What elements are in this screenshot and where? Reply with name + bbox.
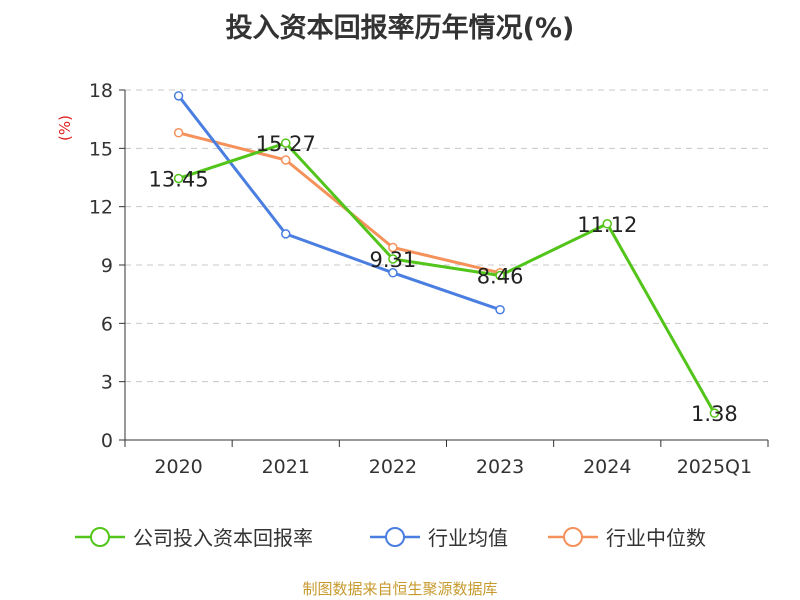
x-tick-label: 2020 — [154, 456, 202, 478]
y-tick-label: 18 — [89, 80, 113, 102]
y-tick-label: 3 — [101, 372, 113, 394]
x-tick-label: 2023 — [476, 456, 524, 478]
y-tick-label: 9 — [101, 255, 113, 277]
series-line-1 — [177, 94, 501, 312]
y-axis-label: (%) — [56, 115, 74, 141]
chart-title: 投入资本回报率历年情况(%) — [225, 13, 575, 44]
data-point — [709, 408, 720, 418]
data-point — [388, 254, 398, 264]
legend-marker — [385, 527, 405, 547]
series-line-2 — [178, 131, 501, 275]
x-tick-label: 2025Q1 — [677, 456, 752, 478]
data-point — [173, 173, 184, 184]
series-group — [173, 91, 720, 418]
legend-label: 行业均值 — [428, 526, 508, 550]
data-point — [495, 304, 505, 315]
y-tick-label: 0 — [101, 430, 113, 452]
data-point — [281, 138, 291, 148]
data-point — [388, 268, 398, 278]
y-tick-label: 6 — [101, 313, 113, 335]
data-point — [281, 155, 291, 165]
legend[interactable]: 公司投入资本回报率 行业均值 行业中位数 — [75, 526, 706, 550]
data-point — [495, 270, 505, 281]
grid-lines — [125, 89, 768, 383]
data-label: 13.45 — [149, 167, 209, 191]
data-labels: 13.45 15.27 9.31 8.46 11.12 1.38 — [149, 132, 738, 426]
x-tick-label: 2021 — [262, 456, 310, 478]
data-label: 9.31 — [370, 248, 417, 272]
legend-marker — [90, 527, 110, 547]
x-tick-label: 2022 — [369, 456, 417, 478]
legend-label: 公司投入资本回报率 — [133, 526, 313, 550]
data-label: 11.12 — [577, 213, 637, 237]
legend-item[interactable]: 行业均值 — [370, 526, 508, 550]
legend-marker — [563, 527, 583, 547]
source-note: 制图数据来自恒生聚源数据库 — [302, 580, 498, 598]
legend-label: 行业中位数 — [606, 526, 706, 550]
data-point — [173, 128, 184, 138]
x-tick-label: 2024 — [583, 456, 631, 478]
legend-item[interactable]: 公司投入资本回报率 — [75, 526, 313, 550]
series-line-0 — [178, 141, 716, 414]
legend-item[interactable]: 行业中位数 — [548, 526, 706, 550]
data-point — [388, 242, 398, 253]
axes: 0 3 6 9 12 15 18 2020 2021 2022 2023 2024 2025Q1 — [89, 80, 769, 478]
y-tick-label: 12 — [89, 197, 113, 219]
data-label: 8.46 — [477, 265, 524, 289]
data-point — [602, 219, 612, 229]
y-tick-label: 15 — [89, 138, 113, 160]
data-point — [281, 229, 291, 239]
data-point — [173, 91, 184, 101]
data-label: 1.38 — [691, 402, 738, 426]
data-label: 15.27 — [256, 132, 316, 156]
